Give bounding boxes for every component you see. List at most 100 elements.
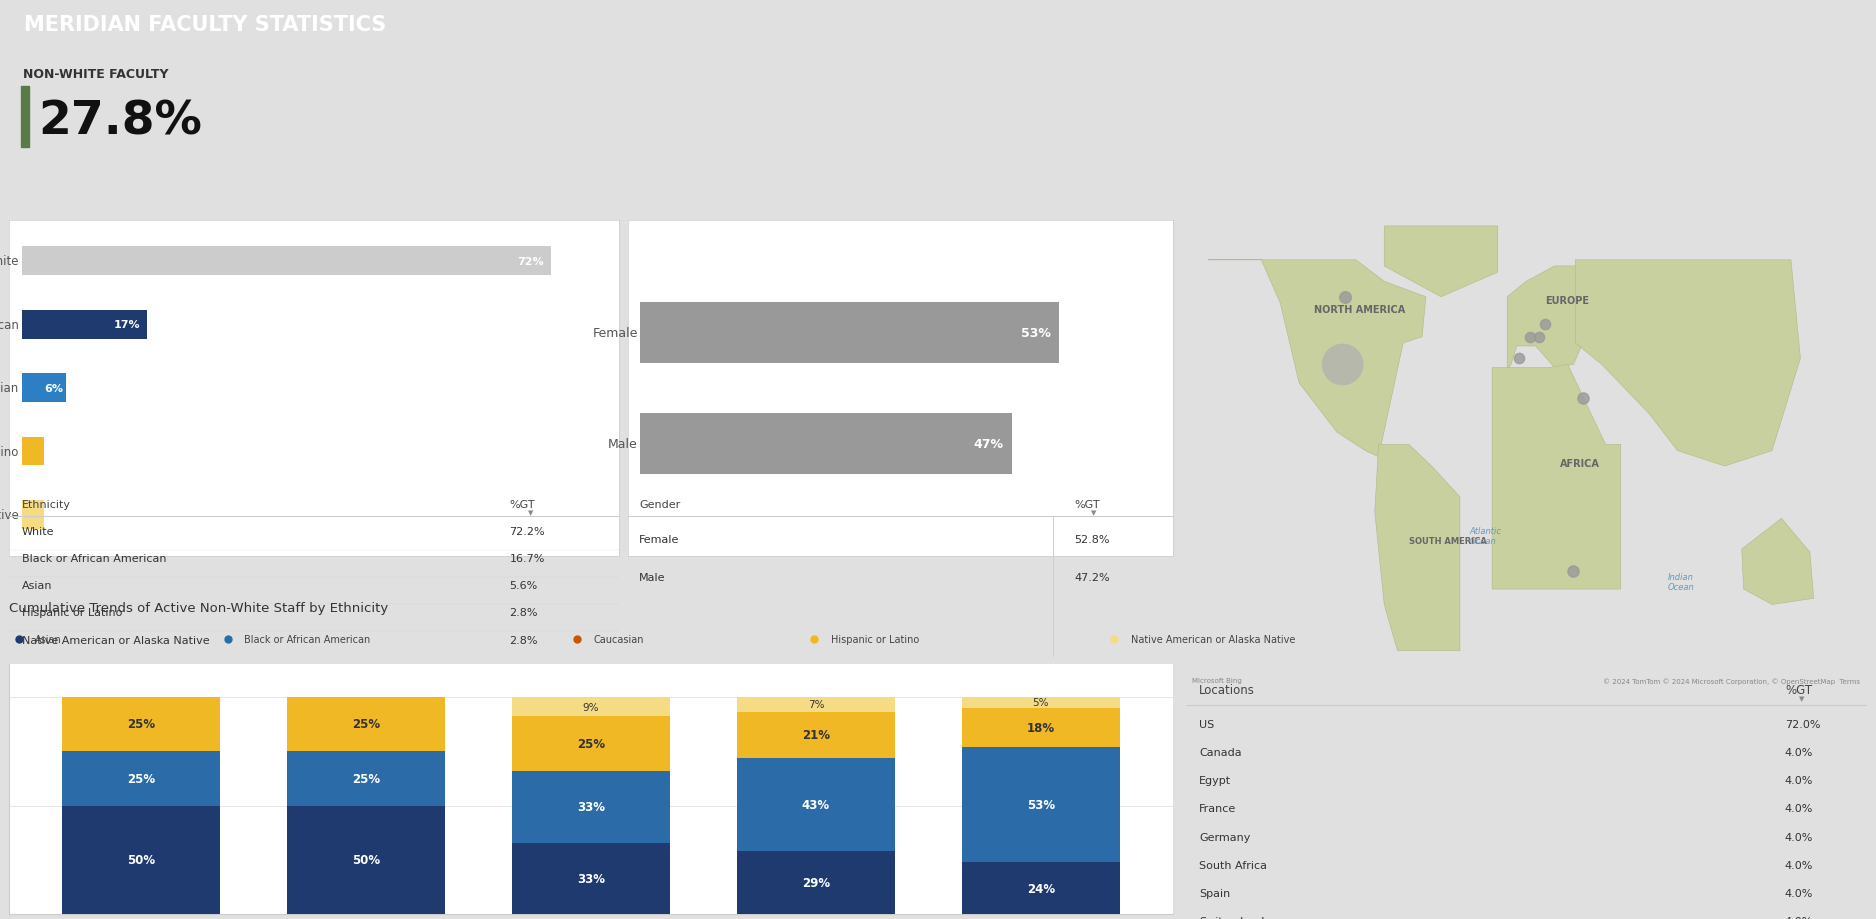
Text: 2.8%: 2.8% — [510, 635, 538, 645]
Text: 25%: 25% — [128, 772, 156, 785]
Point — [1531, 318, 1561, 333]
Text: ▼: ▼ — [527, 509, 533, 516]
Point — [1559, 563, 1589, 578]
Text: Hispanic or Latino: Hispanic or Latino — [23, 607, 122, 618]
Bar — [287, 806, 445, 914]
Bar — [737, 758, 895, 851]
Text: 72.2%: 72.2% — [510, 527, 544, 536]
Text: ▼: ▼ — [1092, 509, 1096, 516]
Text: 2.8%: 2.8% — [510, 607, 538, 618]
Text: EUROPE: EUROPE — [1546, 296, 1589, 305]
Bar — [737, 851, 895, 914]
Bar — [23, 437, 45, 466]
Text: © 2024 TomTom © 2024 Microsoft Corporation, © OpenStreetMap  Terms: © 2024 TomTom © 2024 Microsoft Corporati… — [1602, 677, 1859, 684]
Text: 43%: 43% — [801, 798, 829, 811]
Text: France: France — [1199, 803, 1236, 813]
Text: Egypt: Egypt — [1199, 776, 1231, 786]
Text: 21%: 21% — [801, 729, 829, 742]
Bar — [512, 697, 670, 717]
Point — [1525, 330, 1555, 345]
Text: 4.0%: 4.0% — [1784, 803, 1814, 813]
Text: 25%: 25% — [578, 737, 604, 750]
Text: 25%: 25% — [353, 718, 381, 731]
Bar — [23, 311, 146, 339]
Text: MERIDIAN FACULTY STATISTICS: MERIDIAN FACULTY STATISTICS — [24, 16, 386, 35]
Text: 27.8%: 27.8% — [39, 100, 203, 144]
Text: 5.6%: 5.6% — [510, 581, 538, 591]
Text: Male: Male — [608, 437, 638, 450]
Bar — [737, 697, 895, 712]
Text: 47.2%: 47.2% — [1075, 572, 1111, 582]
Text: 25%: 25% — [353, 772, 381, 785]
Text: Female: Female — [640, 535, 679, 545]
Text: %GT: %GT — [510, 499, 535, 509]
Text: Asian: Asian — [23, 581, 53, 591]
Text: Locations: Locations — [1199, 683, 1255, 696]
Text: Spain: Spain — [1199, 888, 1231, 898]
Point — [1568, 391, 1598, 406]
Text: Female: Female — [593, 326, 638, 339]
Text: Black or African American: Black or African American — [244, 634, 371, 644]
Text: White: White — [23, 527, 54, 536]
Text: %GT: %GT — [1075, 499, 1099, 509]
Text: 4.0%: 4.0% — [1784, 915, 1814, 919]
Text: Black or African American: Black or African American — [23, 553, 167, 563]
Text: 72.0%: 72.0% — [1784, 720, 1820, 730]
Text: Hispanic or Latino: Hispanic or Latino — [0, 445, 19, 459]
Text: 72%: 72% — [518, 256, 544, 267]
Bar — [23, 374, 66, 403]
Bar — [962, 697, 1120, 708]
Text: Ethnicity: Ethnicity — [23, 499, 71, 509]
Text: White: White — [0, 255, 19, 268]
Text: Canada: Canada — [1199, 747, 1242, 757]
Text: South Africa: South Africa — [1199, 859, 1268, 869]
Text: Microsoft Bing: Microsoft Bing — [1193, 677, 1242, 684]
Bar — [962, 747, 1120, 862]
Point — [1503, 352, 1533, 367]
Text: Cumulative Trends of Active Non-White Staff by Ethnicity: Cumulative Trends of Active Non-White St… — [9, 601, 388, 615]
Bar — [512, 843, 670, 914]
Bar — [640, 414, 1011, 474]
Bar — [23, 247, 552, 276]
Bar — [21, 87, 30, 148]
Bar — [62, 806, 219, 914]
Text: 4.0%: 4.0% — [1784, 747, 1814, 757]
Text: NON-WHITE FACULTY: NON-WHITE FACULTY — [23, 68, 169, 81]
Text: 33%: 33% — [578, 872, 604, 885]
Text: Black or African American: Black or African American — [0, 318, 19, 332]
Bar — [737, 712, 895, 758]
Text: 53%: 53% — [1021, 326, 1051, 339]
Bar — [23, 501, 45, 529]
Bar — [62, 697, 219, 752]
Text: Atlantic
Ocean: Atlantic Ocean — [1469, 526, 1501, 545]
Text: US: US — [1199, 720, 1214, 730]
Text: Native American or Alaska Native: Native American or Alaska Native — [1131, 634, 1294, 644]
Text: 24%: 24% — [1026, 882, 1054, 895]
Text: 4.0%: 4.0% — [1784, 859, 1814, 869]
Text: SOUTH AMERICA: SOUTH AMERICA — [1409, 537, 1486, 545]
Text: 4.0%: 4.0% — [1784, 888, 1814, 898]
Point — [1328, 357, 1358, 372]
Text: NORTH AMERICA: NORTH AMERICA — [1315, 305, 1405, 315]
Text: Indian
Ocean: Indian Ocean — [1668, 572, 1694, 592]
Text: 33%: 33% — [578, 800, 604, 813]
Bar — [640, 302, 1058, 363]
Text: 9%: 9% — [583, 702, 598, 712]
Bar — [512, 771, 670, 843]
Text: Caucasian: Caucasian — [593, 634, 643, 644]
Bar — [287, 752, 445, 806]
Text: 5%: 5% — [1032, 698, 1049, 708]
Text: 53%: 53% — [1026, 798, 1054, 811]
Text: 7%: 7% — [809, 699, 824, 709]
Text: 18%: 18% — [1026, 721, 1054, 734]
Text: ▼: ▼ — [1799, 695, 1805, 701]
Text: Native American or Alaska Native: Native American or Alaska Native — [0, 508, 19, 522]
Bar — [962, 708, 1120, 747]
Bar — [62, 752, 219, 806]
Text: 6%: 6% — [43, 383, 62, 393]
Text: 52.8%: 52.8% — [1075, 535, 1111, 545]
Text: Gender: Gender — [640, 499, 681, 509]
Text: Hispanic or Latino: Hispanic or Latino — [831, 634, 919, 644]
Bar — [512, 717, 670, 771]
Text: Asian: Asian — [36, 634, 62, 644]
